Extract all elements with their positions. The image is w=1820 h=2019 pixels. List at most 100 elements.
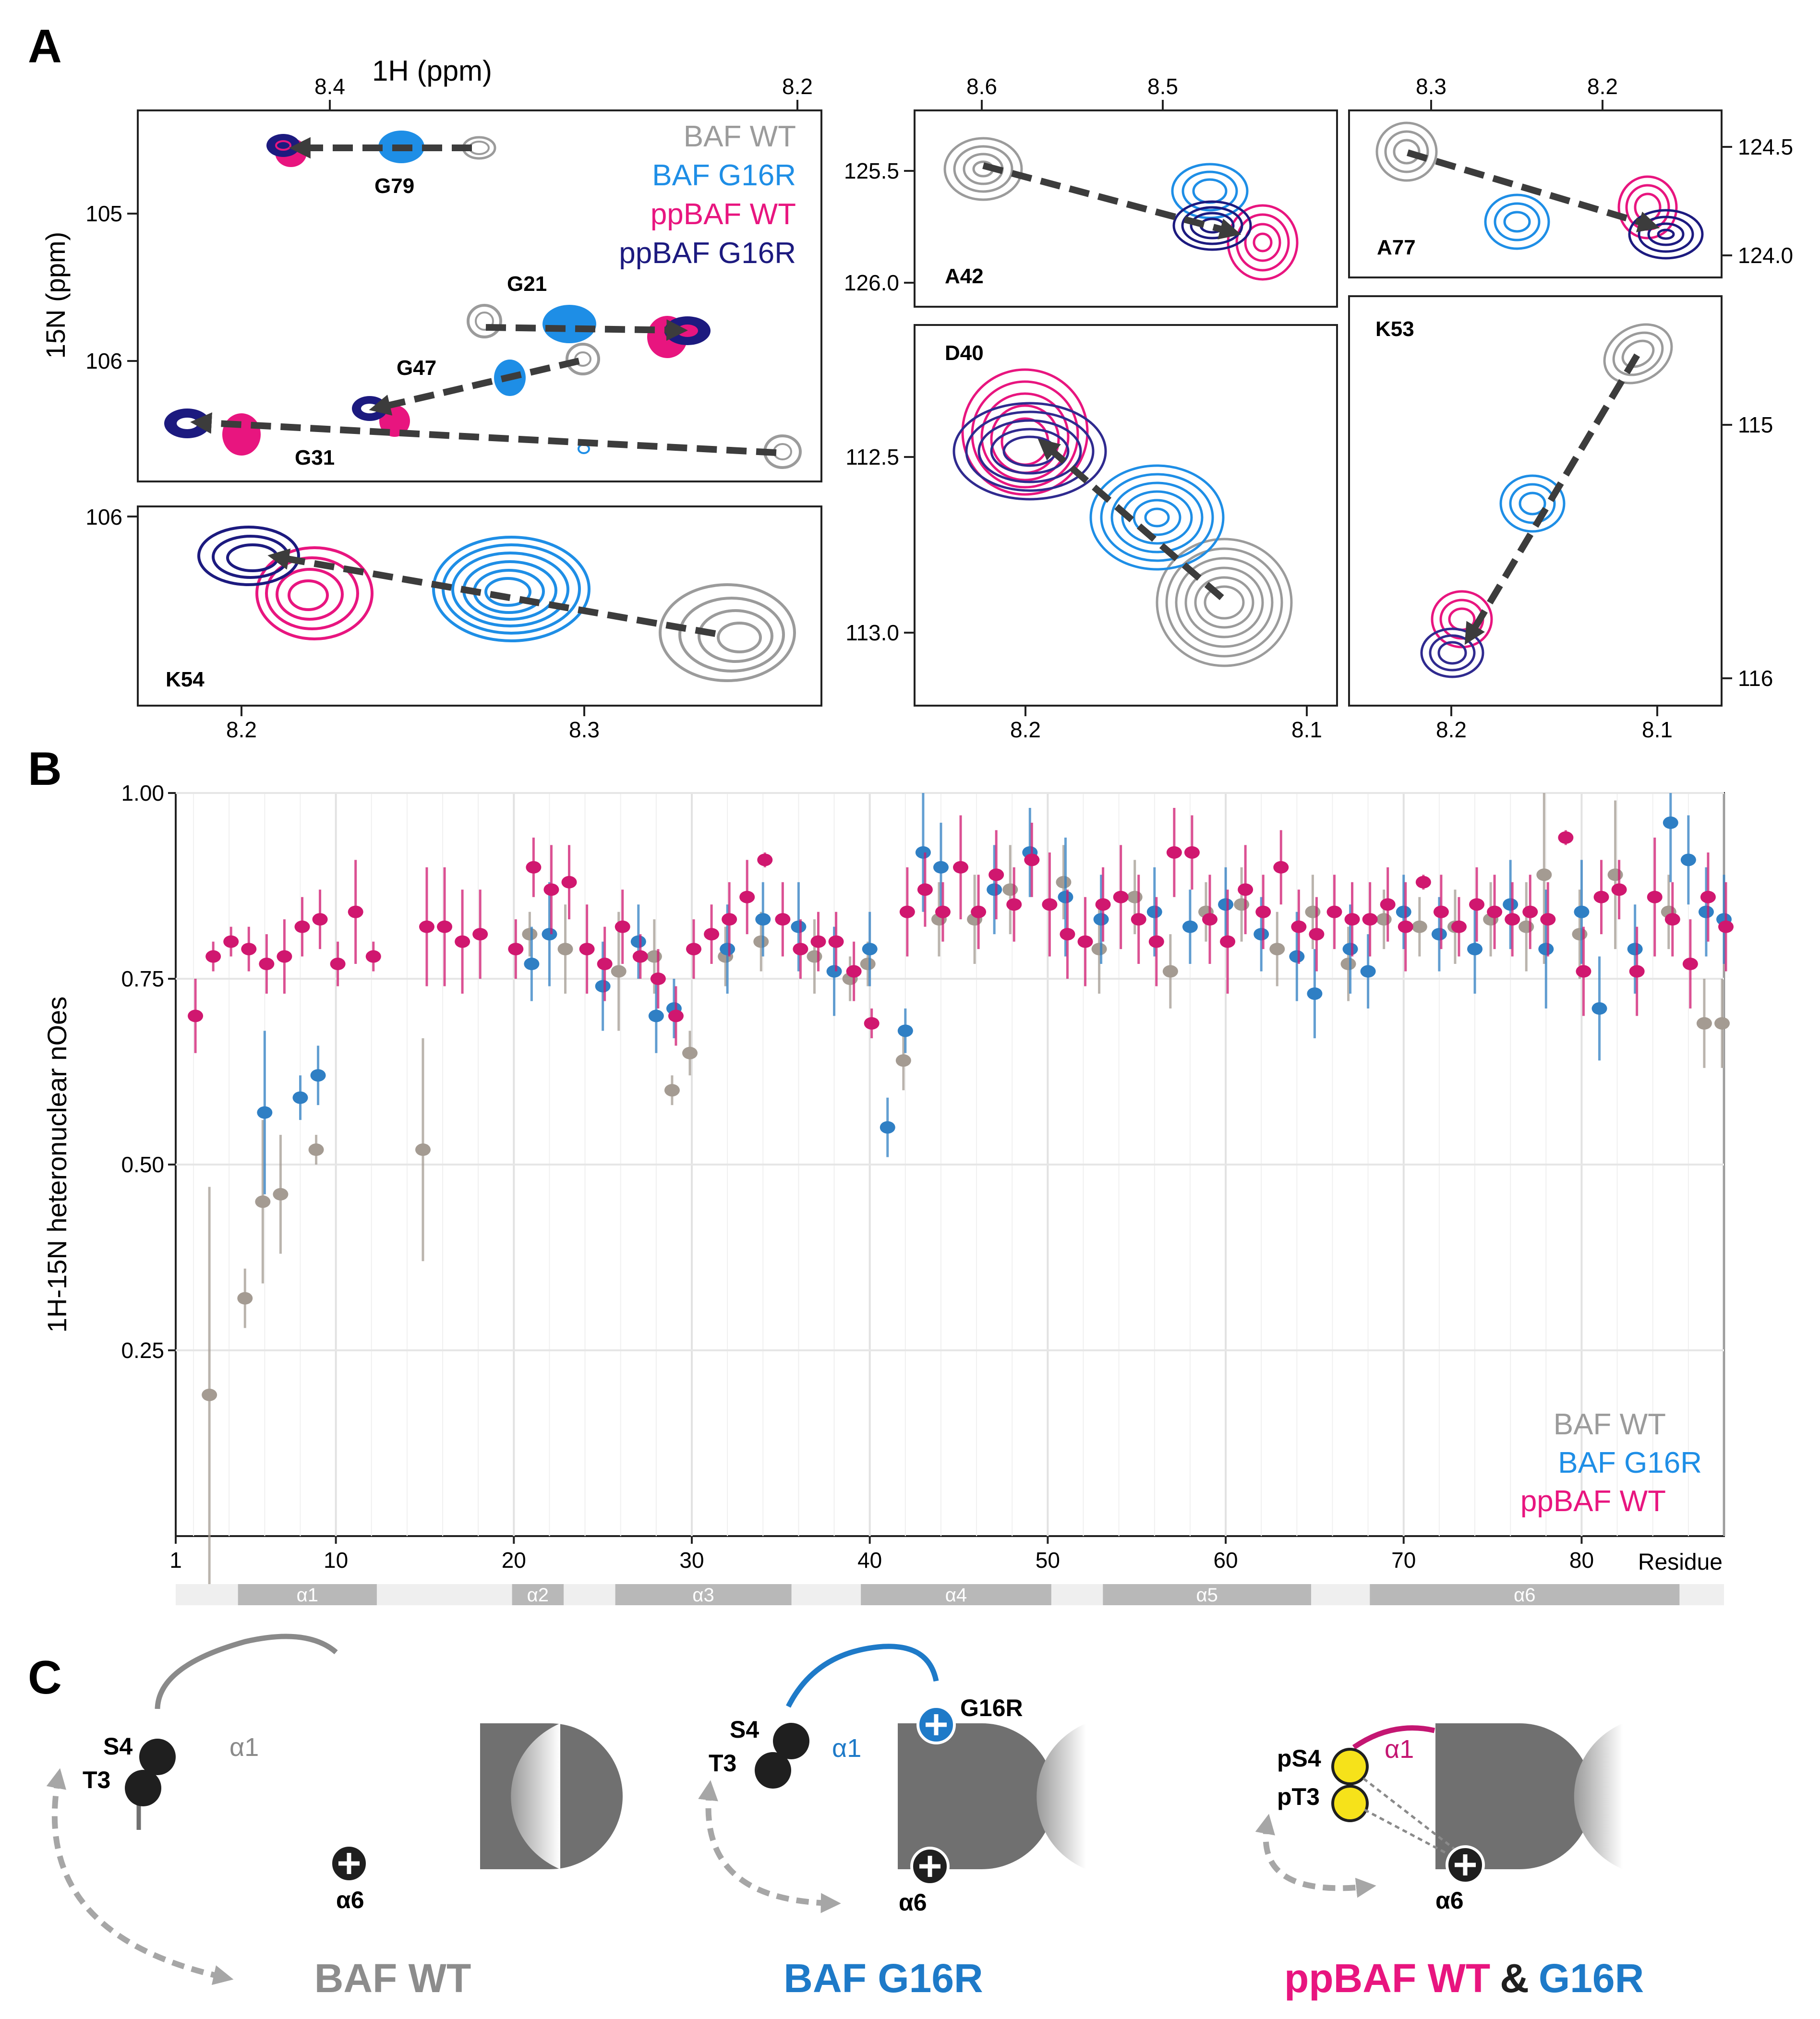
data-point xyxy=(1113,890,1129,903)
legend-baf-g16r: BAF G16R xyxy=(652,159,796,192)
data-point xyxy=(864,1017,880,1030)
data-point xyxy=(917,883,933,896)
label-g31: G31 xyxy=(295,446,335,469)
x-tick-label: 10 xyxy=(324,1548,348,1573)
main-spectrum: 1H (ppm) 8.4 8.2 105 106 15N (ppm) BAF W… xyxy=(40,55,822,482)
chart-legend-baf-g16r: BAF G16R xyxy=(1558,1446,1702,1479)
data-point xyxy=(1202,913,1217,926)
helix-segment xyxy=(238,1584,377,1605)
data-point xyxy=(1396,905,1411,918)
data-point xyxy=(846,965,862,978)
data-point xyxy=(632,950,648,963)
data-point xyxy=(971,905,987,918)
data-point xyxy=(597,958,613,971)
a77-top-tick-8.3: 8.3 xyxy=(1416,74,1446,99)
d40-x-tick-8.1: 8.1 xyxy=(1291,717,1322,742)
label-k54: K54 xyxy=(166,668,205,691)
data-point xyxy=(1467,943,1483,956)
data-point xyxy=(1431,928,1447,941)
panel-label-c: C xyxy=(28,1651,62,1704)
data-point xyxy=(615,920,630,933)
data-point xyxy=(255,1195,271,1208)
a77-spectrum: 8.3 8.2 124.5 124.0 A77 xyxy=(1348,74,1793,278)
data-point xyxy=(739,890,755,903)
panel-label-b: B xyxy=(28,742,62,795)
data-point xyxy=(1238,883,1254,896)
helix-segment xyxy=(861,1584,1051,1605)
a77-top-tick-8.2: 8.2 xyxy=(1587,74,1618,99)
data-point xyxy=(312,913,328,926)
a42-top-tick-8.5: 8.5 xyxy=(1147,74,1178,99)
schematic-ppbaf: pS4 pT3 α1 α6 ppBAF WT & G16R xyxy=(1255,1723,1644,2001)
data-point xyxy=(1558,831,1574,844)
pp-label-ps4: pS4 xyxy=(1277,1745,1321,1772)
helix-label: α1 xyxy=(297,1585,318,1606)
data-point xyxy=(807,950,822,963)
data-point xyxy=(1289,950,1305,963)
data-point xyxy=(1220,935,1236,948)
data-point xyxy=(1273,861,1289,874)
label-a42: A42 xyxy=(945,264,984,288)
data-point xyxy=(526,861,542,874)
legend-ppbaf-wt: ppBAF WT xyxy=(651,198,796,231)
noe-chart: 0.25 0.50 0.75 1.00 1 10 20 30 40 50 60 70 80 1H-15N… xyxy=(42,781,1734,1606)
data-point xyxy=(415,1143,431,1156)
schematic-baf-g16r: S4 T3 α1 G16R α6 BAF G16R xyxy=(698,1644,1086,2001)
data-point xyxy=(720,943,735,956)
data-point xyxy=(1398,920,1413,933)
g16r-label-mutation: G16R xyxy=(960,1695,1023,1721)
data-point xyxy=(860,958,876,971)
data-point xyxy=(1305,905,1321,918)
peak-group-g79: G79 xyxy=(266,131,496,198)
data-point xyxy=(1663,816,1678,829)
data-point xyxy=(1700,890,1716,903)
helix-label: α6 xyxy=(1514,1585,1535,1606)
helix-label: α5 xyxy=(1196,1585,1217,1606)
k54-x-tick-8.2: 8.2 xyxy=(226,717,257,742)
chart-axes: 0.25 0.50 0.75 1.00 1 10 20 30 40 50 60 70 80 xyxy=(121,781,1594,1573)
data-point xyxy=(188,1010,204,1022)
chart-legend-baf-wt: BAF WT xyxy=(1554,1408,1666,1441)
label-d40: D40 xyxy=(945,341,984,365)
main-top-tick-8.4: 8.4 xyxy=(314,74,345,99)
data-point xyxy=(330,958,346,971)
data-point xyxy=(611,965,627,978)
data-point xyxy=(682,1046,698,1059)
data-point xyxy=(1696,1017,1712,1030)
label-k53: K53 xyxy=(1375,317,1414,341)
data-point xyxy=(1503,898,1519,911)
d40-spectrum: 112.5 113.0 8.2 8.1 xyxy=(845,324,1338,742)
data-point xyxy=(1415,876,1431,889)
data-point xyxy=(1538,943,1554,956)
data-point xyxy=(775,913,791,926)
data-point xyxy=(1002,883,1018,896)
data-point xyxy=(987,883,1002,896)
data-point xyxy=(543,883,559,896)
k54-y-tick-106: 106 xyxy=(85,505,122,529)
data-point xyxy=(753,935,769,948)
helix-bar: α1 α2 α3 α4 α5 α6 xyxy=(176,1584,1724,1606)
data-point xyxy=(1360,965,1376,978)
top-axis-title: 1H (ppm) xyxy=(372,55,492,87)
chart-x-axis-title: Residue xyxy=(1638,1550,1723,1575)
data-point xyxy=(1344,913,1360,926)
data-point xyxy=(1487,905,1503,918)
peak-group-g47: G47 xyxy=(352,343,600,437)
data-point xyxy=(223,935,239,948)
data-point xyxy=(1091,943,1107,956)
y-tick-label: 0.75 xyxy=(121,966,164,991)
data-point xyxy=(791,920,807,933)
data-point xyxy=(437,920,453,933)
helix-label: α3 xyxy=(692,1585,714,1606)
pp-label-alpha1: α1 xyxy=(1385,1735,1414,1764)
data-point xyxy=(935,905,951,918)
data-point xyxy=(1714,1017,1730,1030)
data-point xyxy=(757,853,773,866)
data-point xyxy=(259,958,275,971)
data-point xyxy=(292,1091,308,1104)
data-point xyxy=(579,943,595,956)
data-point xyxy=(1574,905,1590,918)
k53-x-tick-8.1: 8.1 xyxy=(1642,717,1673,742)
x-tick-label: 50 xyxy=(1036,1548,1060,1573)
